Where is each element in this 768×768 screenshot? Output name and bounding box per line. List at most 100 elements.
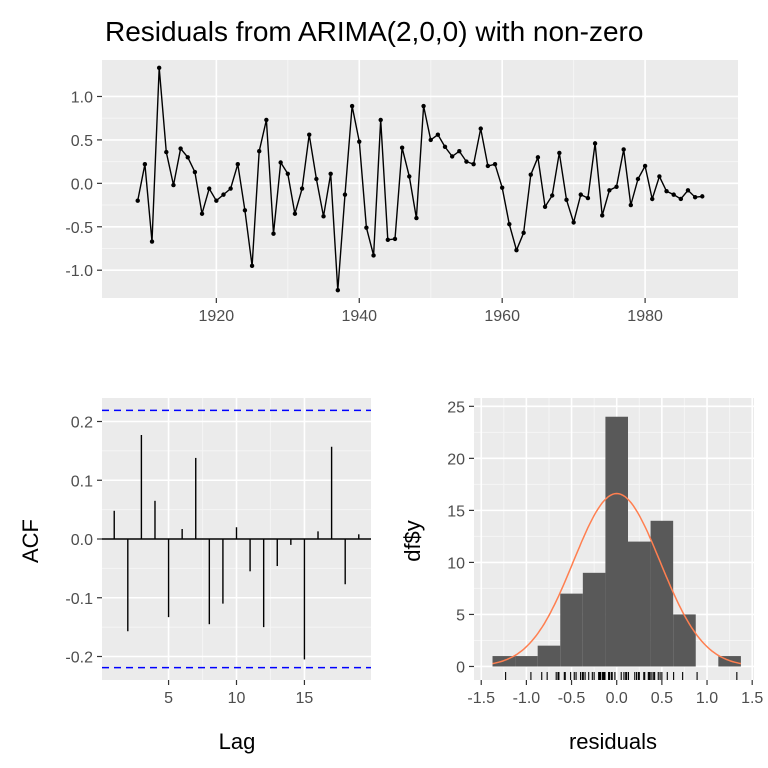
residual-point [385, 237, 391, 243]
acf-panel: 5 10 15 -0.2 -0.1 0.0 0.1 0.2 Lag ACF [18, 398, 371, 754]
residual-point [464, 159, 469, 164]
residual-line [137, 67, 703, 291]
residual-point [156, 65, 162, 71]
histogram-bar [582, 572, 606, 667]
residual-point [328, 171, 333, 176]
residual-point [399, 145, 405, 150]
residual-point [614, 184, 619, 190]
residual-point [635, 176, 641, 182]
residual-point [357, 139, 362, 144]
residual-point [685, 188, 691, 193]
residual-point [292, 211, 298, 216]
acf-y-axis-title: ACF [18, 519, 43, 563]
x-tick-label: -1.5 [467, 690, 495, 707]
x-tick-label: 0.0 [606, 690, 628, 707]
residual-point [414, 215, 419, 221]
residual-point [257, 149, 262, 154]
residual-point [521, 230, 526, 236]
x-tick-label: 10 [228, 690, 246, 707]
histogram-x-axis-title: residuals [569, 729, 657, 754]
acf-plot-axes: 5 10 15 -0.2 -0.1 0.0 0.1 0.2 [65, 415, 313, 708]
histogram-bars [492, 416, 741, 667]
residual-point [407, 174, 412, 179]
residual-point [199, 211, 205, 216]
y-tick-label: 0 [456, 659, 465, 676]
x-tick-label: 1920 [199, 308, 235, 325]
residual-series [135, 65, 705, 293]
y-tick-label: -1.0 [65, 263, 93, 280]
histogram-bar [537, 645, 561, 667]
residual-point [206, 186, 212, 191]
residual-point [457, 149, 462, 154]
residual-point [607, 188, 612, 193]
residual-point [449, 154, 455, 159]
residual-time-series-panel: 1920 1940 1960 1980 -1.0 -0.5 0.0 0.5 1.0 [65, 60, 738, 325]
residual-point [392, 236, 398, 242]
y-tick-label: 0.0 [71, 176, 93, 193]
residual-point [178, 146, 183, 151]
residual-point [664, 188, 669, 194]
residual-point [192, 169, 198, 175]
residual-point [271, 231, 276, 236]
y-tick-label: 10 [447, 555, 465, 572]
x-tick-label: 1.5 [741, 690, 763, 707]
x-tick-label: 1960 [484, 308, 520, 325]
residual-point [299, 186, 305, 191]
residual-point [628, 202, 634, 208]
residual-point [342, 192, 348, 197]
residual-point [214, 198, 219, 203]
residual-point [171, 182, 176, 188]
residual-point [371, 253, 376, 258]
residual-point [235, 162, 240, 167]
normal-density-curve [492, 492, 742, 665]
residual-point [692, 195, 698, 200]
histogram-y-axis-title: df$y [400, 520, 425, 562]
residual-point [700, 194, 705, 199]
residual-histogram-panel: -1.5 -1.0 -0.5 0.0 0.5 1.0 1.5 0 5 10 15 20 25 resid… [400, 398, 763, 754]
residual-point [485, 163, 491, 169]
residual-point [264, 117, 269, 123]
residual-point [557, 150, 562, 156]
x-tick-label: 15 [296, 690, 314, 707]
residual-point [149, 239, 155, 244]
residual-plot-background [102, 60, 738, 298]
density-line [492, 492, 742, 665]
residual-point [657, 174, 662, 179]
residual-plot-gridlines [102, 60, 738, 298]
residual-plot-axes: 1920 1940 1960 1980 -1.0 -0.5 0.0 0.5 1.0 [65, 89, 663, 325]
residual-point [285, 171, 290, 176]
x-tick-label: 5 [164, 690, 173, 707]
residual-point [249, 263, 255, 269]
y-tick-label: 20 [447, 451, 465, 468]
residual-point [585, 195, 591, 201]
residual-rug [505, 672, 738, 680]
y-tick-label: 25 [447, 399, 465, 416]
residual-point [185, 155, 190, 160]
y-tick-label: 0.5 [71, 133, 93, 150]
acf-bars [102, 409, 371, 669]
residual-point [307, 132, 312, 137]
residual-point [535, 155, 541, 160]
y-tick-label: 0.2 [71, 415, 93, 432]
y-tick-label: 0.1 [71, 473, 93, 490]
acf-x-axis-title: Lag [219, 729, 256, 754]
y-tick-label: -0.1 [65, 591, 93, 608]
y-tick-label: -0.5 [65, 220, 93, 237]
residual-point [499, 185, 505, 190]
residual-point [514, 248, 519, 253]
residual-point [571, 220, 576, 225]
residual-point [435, 132, 441, 137]
residual-point [478, 126, 483, 131]
residual-point [421, 103, 426, 109]
residual-point [364, 225, 369, 230]
residual-point [650, 196, 655, 202]
residual-point [471, 162, 476, 167]
residual-point [550, 193, 555, 198]
residual-point [507, 221, 512, 227]
histogram-bar [560, 593, 583, 667]
acf-plot-gridlines [102, 398, 371, 680]
residual-point [442, 144, 448, 150]
residual-point [492, 162, 498, 167]
residual-point [600, 213, 605, 218]
